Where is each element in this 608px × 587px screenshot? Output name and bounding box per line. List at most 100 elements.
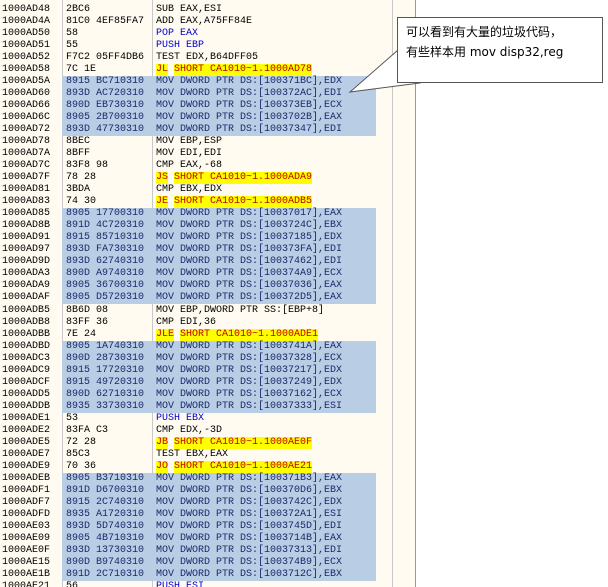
hex-bytes: 893D AC720310 (66, 88, 145, 100)
address: 1000ADC9 (2, 364, 51, 376)
address: 1000ADA9 (2, 280, 51, 292)
operands: DWORD PTR DS:[1003741A],EAX (180, 340, 343, 352)
hex-bytes: 8B6D 08 (66, 304, 109, 316)
hex-bytes: 8905 B3710310 (66, 472, 145, 484)
mnemonic: MOV (156, 388, 175, 400)
code-row: 1000ADD5 890D 62710310 MOV DWORD PTR DS:[10… (0, 389, 392, 401)
hex-bytes: 7E 24 (66, 328, 97, 340)
operands: DWORD PTR DS:[10037328],ECX (180, 352, 343, 364)
mnemonic: MOV (156, 520, 175, 532)
hex-bytes: 53 (66, 412, 79, 424)
highlight-band (62, 208, 376, 221)
hex-bytes: 8BEC (66, 136, 91, 148)
operands: DWORD PTR DS:[1003742C],EDX (180, 496, 343, 508)
code-row: 1000AD5A 8915 BC710310 MOV DWORD PTR DS:[10… (0, 76, 392, 88)
address: 1000AD4A (2, 16, 51, 28)
operands: DWORD PTR DS:[1003714B],EAX (180, 532, 343, 544)
hex-bytes: 890D 62710310 (66, 388, 145, 400)
operands: EDX,-3D (180, 424, 223, 436)
operands: EBX,EDX (180, 184, 223, 196)
mnemonic: CMP (156, 160, 175, 172)
highlight-band (62, 256, 376, 269)
address: 1000ADEB (2, 472, 51, 484)
mnemonic: TEST (156, 448, 181, 460)
hex-bytes: 3BDA (66, 184, 91, 196)
address: 1000ADB5 (2, 304, 51, 316)
mnemonic: TEST (156, 52, 181, 64)
mnemonic: PUSH (156, 580, 181, 587)
operands: SHORT CA1010~1.1000ADA9 (174, 172, 313, 185)
code-row: 1000AD85 8905 17700310 MOV DWORD PTR DS:[10… (0, 208, 392, 220)
operands: SHORT CA1010~1.1000AE0F (174, 436, 313, 449)
highlight-band (62, 376, 376, 389)
code-row: 1000AD91 8915 85710310 MOV DWORD PTR DS:[10… (0, 232, 392, 244)
code-row: 1000ADA9 8905 36700310 MOV DWORD PTR DS:[10… (0, 280, 392, 292)
address: 1000AE03 (2, 520, 51, 532)
highlight-band (62, 352, 376, 365)
mnemonic: MOV (156, 496, 175, 508)
address: 1000ADB8 (2, 316, 51, 328)
code-row: 1000ADE9 70 36 JO SHORT CA1010~1.1000AE21 (0, 460, 392, 473)
code-row: 1000ADB5 8B6D 08 MOV EBP,DWORD PTR SS:[EBP+… (0, 305, 392, 317)
address: 1000ADBB (2, 328, 51, 340)
code-row: 1000AD51 55 PUSH EBP (0, 40, 392, 52)
address: 1000AD7A (2, 148, 51, 160)
code-row: 1000AD9D 893D 62740310 MOV DWORD PTR DS:[10… (0, 256, 392, 268)
address: 1000AD78 (2, 136, 51, 148)
hex-bytes: 8905 4B710310 (66, 532, 145, 544)
code-row: 1000AD4A 81C0 4EF85FA7 ADD EAX,A75FF84E (0, 16, 392, 28)
operands: DWORD PTR DS:[10037462],EDI (180, 256, 343, 268)
address: 1000AD51 (2, 40, 51, 52)
highlight-band (62, 232, 376, 245)
code-row: 1000ADFD 8935 A1720310 MOV DWORD PTR DS:[10… (0, 509, 392, 521)
code-row: 1000ADF7 8915 2C740310 MOV DWORD PTR DS:[10… (0, 497, 392, 509)
hex-bytes: 7C 1E (66, 64, 97, 76)
highlight-band (62, 496, 376, 509)
code-row: 1000ADBD 8905 1A740310 MOV DWORD PTR DS:[10… (0, 341, 392, 353)
operands: DWORD PTR DS:[10037313],EDI (180, 544, 343, 556)
mnemonic: JE (156, 196, 169, 209)
address: 1000ADFD (2, 508, 51, 520)
operands: DWORD PTR DS:[100372A1],ESI (180, 508, 343, 520)
code-row: 1000ADE5 72 28 JB SHORT CA1010~1.1000AE0F (0, 436, 392, 449)
highlight-band (62, 508, 376, 521)
code-row: 1000ADC9 8915 17720310 MOV DWORD PTR DS:[10… (0, 365, 392, 377)
code-row: 1000ADE1 53 PUSH EBX (0, 413, 392, 425)
hex-bytes: 55 (66, 40, 79, 52)
operands: EAX,A75FF84E (180, 16, 253, 28)
hex-bytes: 72 28 (66, 436, 97, 448)
mnemonic: MOV (156, 556, 175, 568)
code-row: 1000AD8B 891D 4C720310 MOV DWORD PTR DS:[10… (0, 220, 392, 232)
mnemonic: JL (156, 64, 169, 77)
code-row: 1000AD60 893D AC720310 MOV DWORD PTR DS:[10… (0, 88, 392, 100)
operands: SHORT CA1010~1.1000AD78 (174, 64, 313, 77)
hex-bytes: 85C3 (66, 448, 91, 460)
code-row: 1000AD72 893D 47730310 MOV DWORD PTR DS:[10… (0, 124, 392, 136)
address: 1000AD48 (2, 4, 51, 15)
address: 1000AD83 (2, 196, 51, 208)
operands: DWORD PTR DS:[1003712C],EBX (180, 568, 343, 580)
operands: DWORD PTR DS:[10037036],EAX (180, 280, 343, 292)
code-row: 1000AD83 74 30 JE SHORT CA1010~1.1000ADB5 (0, 196, 392, 209)
code-row: 1000AD48 2BC6 SUB EAX,ESI (0, 4, 392, 16)
hex-bytes: 8905 1A740310 (66, 340, 145, 352)
hex-bytes: 8905 17700310 (66, 208, 145, 220)
mnemonic: MOV (156, 544, 175, 556)
operands: DWORD PTR DS:[10037333],ESI (180, 400, 343, 412)
mnemonic: MOV (156, 256, 175, 268)
code-row: 1000AD7A 8BFF MOV EDI,EDI (0, 148, 392, 160)
mnemonic: JO (156, 460, 169, 473)
code-row: 1000AD6C 8905 2B700310 MOV DWORD PTR DS:[10… (0, 112, 392, 124)
hex-bytes: 8935 A1720310 (66, 508, 145, 520)
address: 1000ADE7 (2, 448, 51, 460)
hex-bytes: 74 30 (66, 196, 97, 208)
mnemonic: MOV (156, 88, 175, 100)
mnemonic: MOV (156, 100, 175, 112)
hex-bytes: 8935 33730310 (66, 400, 145, 412)
code-row: 1000AD7C 83F8 98 CMP EAX,-68 (0, 160, 392, 172)
operands: EBX,EAX (186, 448, 229, 460)
highlight-band (62, 364, 376, 377)
highlight-band (62, 388, 376, 401)
